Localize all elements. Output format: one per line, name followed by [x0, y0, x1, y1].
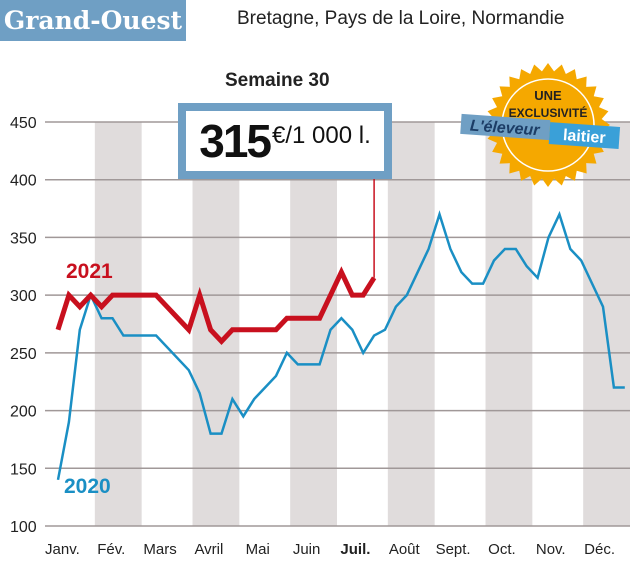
x-tick-label: Nov. [536, 541, 566, 558]
x-tick-label: Mars [143, 541, 176, 558]
x-tick-label: Mai [246, 541, 270, 558]
region-title: Grand-Ouest [0, 0, 186, 41]
y-tick-label: 350 [10, 230, 37, 247]
x-tick-label: Oct. [488, 541, 516, 558]
y-tick-label: 450 [10, 115, 37, 132]
series-label-2020: 2020 [64, 475, 111, 498]
series-line-2021 [55, 266, 377, 345]
x-tick-label: Juil. [340, 541, 370, 558]
y-tick-label: 150 [10, 461, 37, 478]
x-tick-label: Janv. [45, 541, 80, 558]
x-tick-label: Juin [293, 541, 321, 558]
y-tick-label: 250 [10, 346, 37, 363]
y-tick-label: 200 [10, 404, 37, 421]
x-tick-label: Fév. [97, 541, 125, 558]
x-tick-label: Déc. [584, 541, 615, 558]
y-tick-label: 400 [10, 173, 37, 190]
month-band [290, 122, 337, 526]
y-tick-label: 100 [10, 519, 37, 536]
month-band [192, 122, 240, 526]
y-tick-label: 300 [10, 288, 37, 305]
month-band [387, 122, 435, 526]
series-label-2021: 2021 [66, 260, 113, 283]
month-band [485, 122, 533, 526]
series-line-2020 [56, 210, 625, 481]
month-band [94, 122, 142, 526]
x-tick-label: Août [389, 541, 421, 558]
week-label: Semaine 30 [225, 70, 330, 91]
price-callout: 315 €/1 000 l. [178, 103, 392, 179]
region-subtitle: Bretagne, Pays de la Loire, Normandie [237, 8, 565, 29]
price-value: 315 [199, 115, 272, 167]
x-tick-label: Sept. [436, 541, 471, 558]
x-tick-label: Avril [194, 541, 223, 558]
price-unit: €/1 000 l. [272, 122, 371, 149]
